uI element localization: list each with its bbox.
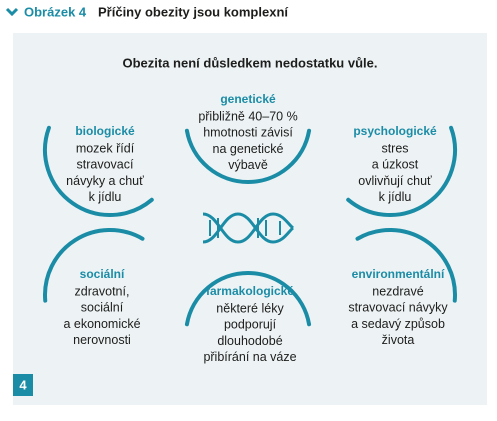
factor-text: zdravotní, <box>75 284 130 298</box>
subtitle: Obezita není důsledkem nedostatku vůle. <box>122 55 377 70</box>
factor-text: a ekonomické <box>63 317 140 331</box>
factor-text: hmotnosti závisí <box>203 126 293 140</box>
factor-label: genetické <box>220 92 276 106</box>
figure-label: Obrázek 4 <box>24 4 87 19</box>
circle-arc <box>355 228 457 303</box>
factor-text: výbavě <box>228 158 268 172</box>
factor-text: některé léky <box>216 301 284 315</box>
factor-text: k jídlu <box>89 190 122 204</box>
factor-text: dlouhodobé <box>217 334 282 348</box>
factor-label: environmentální <box>352 267 445 281</box>
factor-text: života <box>382 333 415 347</box>
page-number: 4 <box>19 377 27 392</box>
factor-text: návyky a chuť <box>66 174 144 188</box>
factor-text: nezdravé <box>372 284 423 298</box>
factor-text: stres <box>381 141 408 155</box>
factor-text: na genetické <box>213 142 284 156</box>
factor-text: nerovnosti <box>73 333 131 347</box>
factor-text: mozek řídí <box>76 141 135 155</box>
factor-text: sociální <box>81 301 124 315</box>
chevron-icon <box>5 7 19 17</box>
figure-title: Příčiny obezity jsou komplexní <box>98 4 288 19</box>
factor-text: stravovací <box>77 158 134 172</box>
circle-arc <box>43 125 154 217</box>
factor-text: stravovací návyky <box>348 301 448 315</box>
factor-label: farmakologické <box>206 284 294 298</box>
factor-text: přibližně 40–70 % <box>198 109 297 123</box>
factor-label: sociální <box>80 267 125 281</box>
factor-text: ovlivňují chuť <box>358 174 432 188</box>
factor-text: a úzkost <box>372 158 419 172</box>
factor-text: k jídlu <box>379 190 412 204</box>
factor-label: biologické <box>75 124 135 138</box>
factor-text: podporují <box>224 318 277 332</box>
dna-icon <box>202 212 295 244</box>
circle-arc <box>346 125 457 217</box>
page-number-box <box>13 374 33 396</box>
factor-label: psychologické <box>353 124 437 138</box>
factor-text: a sedavý způsob <box>351 317 445 331</box>
circle-arc <box>184 128 312 184</box>
circle-arc <box>43 228 145 303</box>
factor-text: přibírání na váze <box>203 350 296 364</box>
circle-arc <box>184 271 312 327</box>
